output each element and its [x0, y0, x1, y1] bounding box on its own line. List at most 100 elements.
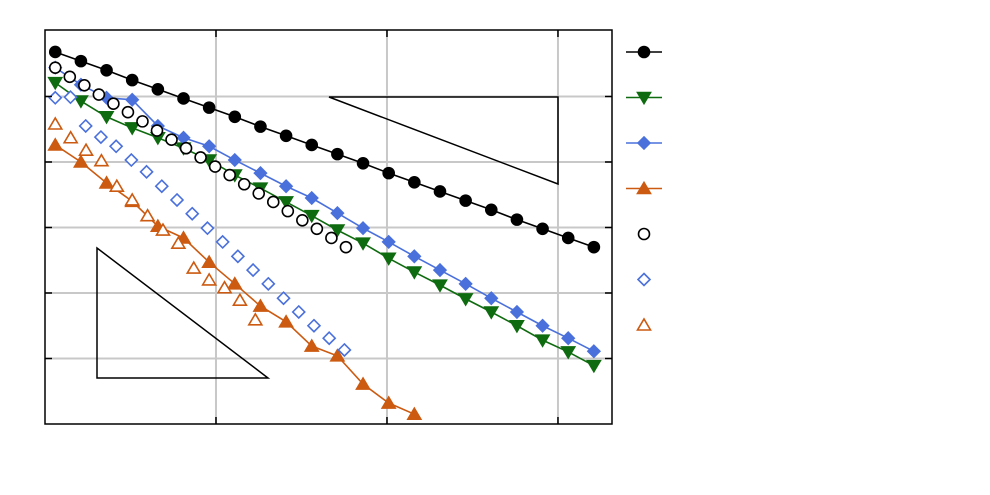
marker — [227, 152, 242, 168]
legend-marker — [636, 135, 652, 151]
marker — [484, 203, 498, 217]
legend-marker — [636, 91, 652, 106]
marker — [74, 54, 88, 68]
marker — [458, 276, 473, 291]
marker — [306, 318, 322, 333]
marker — [109, 139, 124, 154]
marker — [185, 260, 202, 274]
marker — [291, 304, 306, 320]
marker — [170, 235, 187, 250]
marker — [200, 221, 215, 236]
marker — [254, 120, 267, 133]
marker — [322, 331, 337, 346]
marker — [510, 213, 524, 226]
marker — [201, 254, 218, 269]
marker — [484, 291, 499, 306]
marker — [279, 129, 293, 143]
marker — [48, 45, 62, 59]
marker — [325, 231, 338, 245]
marker — [278, 314, 294, 328]
marker — [381, 234, 396, 250]
marker — [47, 116, 64, 130]
marker — [483, 306, 500, 320]
marker — [139, 208, 156, 222]
marker — [177, 92, 190, 105]
marker — [179, 141, 193, 155]
marker — [355, 376, 371, 390]
marker — [305, 138, 319, 152]
marker — [303, 209, 320, 224]
marker — [215, 234, 230, 250]
marker — [47, 76, 64, 91]
marker — [253, 165, 268, 181]
marker — [296, 213, 309, 227]
marker — [125, 73, 139, 87]
marker — [228, 110, 242, 124]
marker — [281, 204, 295, 218]
marker — [459, 194, 472, 207]
marker — [139, 164, 154, 179]
marker — [150, 124, 164, 137]
marker — [125, 92, 140, 107]
marker — [586, 344, 602, 359]
marker — [93, 153, 110, 167]
marker — [382, 166, 395, 180]
marker — [230, 249, 246, 264]
marker — [100, 63, 113, 77]
marker — [587, 240, 601, 254]
marker — [331, 147, 344, 161]
marker — [278, 196, 294, 210]
marker — [355, 237, 371, 251]
marker — [329, 348, 346, 362]
marker — [329, 224, 346, 238]
marker — [226, 276, 243, 290]
marker — [561, 231, 575, 245]
legend-marker — [636, 272, 652, 287]
marker — [165, 133, 178, 147]
marker — [585, 359, 602, 374]
marker — [261, 276, 276, 291]
legend-marker — [636, 317, 652, 331]
marker — [534, 334, 551, 348]
marker — [202, 101, 216, 114]
marker — [407, 249, 422, 264]
marker — [276, 291, 291, 306]
marker — [78, 118, 93, 134]
marker — [432, 262, 448, 278]
marker — [47, 137, 64, 151]
series-line — [54, 82, 595, 367]
marker — [93, 129, 109, 145]
marker — [304, 190, 319, 206]
marker — [124, 122, 141, 136]
marker — [330, 205, 345, 221]
marker — [355, 221, 371, 236]
series-line — [54, 66, 595, 353]
marker — [223, 168, 236, 182]
marker — [237, 177, 251, 191]
marker — [303, 338, 320, 352]
marker — [216, 280, 233, 294]
marker — [278, 179, 294, 194]
marker — [509, 304, 525, 320]
marker — [63, 90, 78, 105]
marker — [202, 139, 217, 154]
marker — [107, 97, 120, 110]
marker — [98, 110, 115, 125]
marker — [151, 82, 165, 96]
marker — [169, 192, 185, 208]
marker — [560, 346, 577, 360]
marker — [406, 406, 423, 420]
marker — [536, 222, 549, 236]
marker — [339, 240, 353, 254]
marker — [266, 195, 280, 209]
marker — [310, 222, 324, 236]
marker — [73, 154, 89, 168]
legend-marker — [637, 45, 651, 59]
series-line — [54, 51, 595, 248]
marker — [155, 222, 171, 236]
marker — [252, 298, 269, 312]
slope-triangle — [328, 96, 559, 186]
marker — [62, 130, 79, 144]
